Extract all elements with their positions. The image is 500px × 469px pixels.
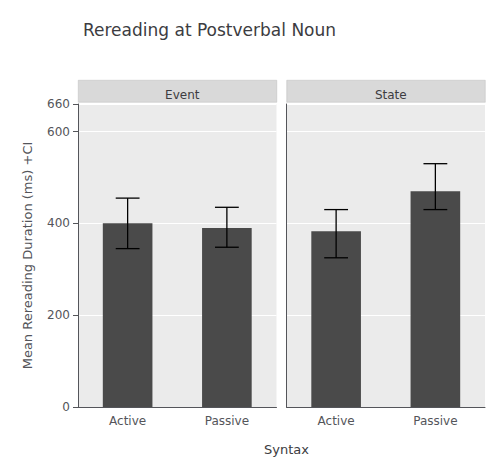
svg-text:Syntax: Syntax [264, 442, 309, 457]
svg-text:Passive: Passive [413, 414, 457, 428]
svg-text:Event: Event [165, 88, 200, 102]
svg-text:Active: Active [109, 414, 146, 428]
svg-text:200: 200 [47, 308, 70, 322]
svg-text:660: 660 [47, 97, 70, 111]
svg-text:Rereading at Postverbal Noun: Rereading at Postverbal Noun [83, 20, 336, 40]
svg-text:0: 0 [62, 400, 70, 414]
svg-text:State: State [375, 88, 407, 102]
svg-text:400: 400 [47, 216, 70, 230]
svg-text:Active: Active [318, 414, 355, 428]
svg-text:Mean Rereading Duration (ms) +: Mean Rereading Duration (ms) +CI [20, 142, 35, 370]
svg-text:Passive: Passive [205, 414, 249, 428]
svg-text:600: 600 [47, 125, 70, 139]
